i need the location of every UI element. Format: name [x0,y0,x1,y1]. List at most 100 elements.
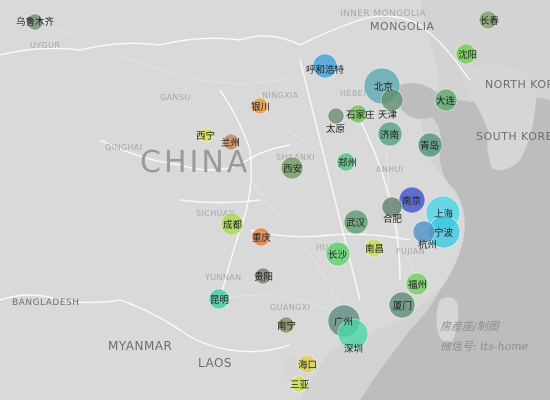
city-label: 郑州 [338,157,357,169]
region-label: HEBEI [340,89,366,98]
city-bubble-qingdao[interactable] [417,132,443,158]
city-bubble-shenyang[interactable] [455,43,477,65]
city-bubble-dalian[interactable] [434,88,458,112]
city-label: 三亚 [290,380,310,391]
country-label-mongolia: MONGOLIA [370,20,434,33]
region-label: YUNNAN [204,273,242,282]
city-label: 广州 [334,316,353,328]
city-label: 呼和浩特 [306,64,345,76]
region-label: QINGHAI [105,143,143,152]
city-bubble-xiamen[interactable] [388,291,416,319]
city-bubble-chongqing[interactable] [251,227,271,247]
country-label-bangladesh: BANGLADESH [12,298,80,308]
city-label: 厦门 [393,300,412,312]
city-label: 昆明 [210,295,229,306]
province-line-2 [219,89,252,301]
country-label-north-korea: NORTH KOREA [485,78,550,91]
region-label: NINGXIA [262,91,299,100]
city-bubble-zhengzhou[interactable] [336,152,356,172]
city-bubble-xian[interactable] [280,156,304,180]
province-line-3 [299,59,361,301]
city-label: 南京 [402,195,421,207]
province-line-1 [99,139,291,171]
ne-border [419,24,471,81]
city-bubbles [26,10,498,393]
city-labels: 乌鲁木齐 长春 沈阳 呼和浩特 北京 大连 银川 石家庄 天津 太原 西宁 兰州… [16,15,500,391]
city-label: 上海 [434,208,454,220]
city-label: 大连 [436,95,456,107]
road-3 [229,139,346,321]
city-bubble-haikou[interactable] [297,354,317,374]
city-bubble-tianjin[interactable] [380,88,404,112]
sea [360,97,550,400]
city-bubble-taiyuan[interactable] [327,107,345,125]
city-label: 武汉 [346,217,366,229]
city-label: 西安 [283,163,302,175]
city-bubble-lanzhou[interactable] [222,133,240,151]
region-label: ANHUI [376,165,404,174]
city-bubble-changchun[interactable] [478,10,498,30]
city-bubble-chengdu[interactable] [220,212,244,236]
city-label: 南宁 [277,320,296,332]
country-label-myanmar: MYANMAR [108,339,172,353]
city-label: 重庆 [252,232,272,244]
city-label: 合肥 [383,213,403,225]
city-label: 青岛 [420,140,439,152]
city-bubble-hohhot[interactable] [312,53,338,79]
province-line-6 [179,199,261,204]
region-label: UYGUR [30,41,60,50]
city-label: 福州 [408,279,427,291]
region-label: FUJIAN [396,247,425,256]
city-label: 成都 [223,219,243,231]
credit-line-2: 微信号: its-home [440,340,529,353]
korea-landmass [462,65,536,171]
city-bubble-xining[interactable] [198,127,214,143]
country-labels: INNER MONGOLIA MONGOLIA NORTH KOREA SOUT… [12,9,550,370]
city-bubble-hefei[interactable] [381,196,403,218]
city-bubble-jinan[interactable] [377,121,403,147]
city-label: 北京 [374,81,393,93]
south-border [0,294,291,353]
city-label: 贵阳 [254,271,273,283]
credit-line-1: 房産座/制图 [440,320,501,333]
city-bubble-shenzhen[interactable] [337,318,369,350]
city-label: 太原 [326,123,345,135]
city-bubble-fuzhou[interactable] [405,272,429,296]
city-label: 石家庄 [346,109,375,121]
city-bubble-yinchuan[interactable] [251,97,269,115]
city-label: 天津 [378,110,398,121]
city-label: 长沙 [328,249,348,261]
mongolia-border [0,15,421,56]
region-label: GANSU [160,93,191,102]
city-bubble-nanchang[interactable] [364,238,384,258]
city-label: 杭州 [418,239,437,251]
city-label: 深圳 [344,344,363,355]
city-bubble-shijiazhuang[interactable] [348,104,368,124]
road-1 [39,19,321,84]
city-bubble-urumqi[interactable] [26,13,44,31]
city-bubble-sanya[interactable] [290,375,308,393]
region-label: GUANGXI [270,303,310,312]
city-bubble-wuhan[interactable] [343,209,369,235]
city-label: 济南 [380,129,399,141]
province-line-5 [249,229,411,241]
city-bubble-changsha[interactable] [325,241,351,267]
city-bubble-nanning[interactable] [277,316,295,334]
country-label-china: CHINA [140,145,250,180]
city-label: 海口 [298,359,317,371]
country-label-south-korea: SOUTH KOREA [476,130,550,143]
city-bubble-guiyang[interactable] [254,267,272,285]
country-label-inner-mongolia: INNER MONGOLIA [340,9,426,19]
city-bubble-kunming[interactable] [208,288,230,310]
city-label: 银川 [251,101,270,113]
bohai-sea [397,82,442,119]
country-label-laos: LAOS [198,356,232,370]
city-bubble-hangzhou[interactable] [412,220,436,244]
taiwan-landmass [436,296,459,344]
city-label: 兰州 [221,137,240,149]
city-label: 乌鲁木齐 [16,16,55,28]
city-label: 沈阳 [458,49,477,61]
city-label: 宁波 [434,227,454,239]
